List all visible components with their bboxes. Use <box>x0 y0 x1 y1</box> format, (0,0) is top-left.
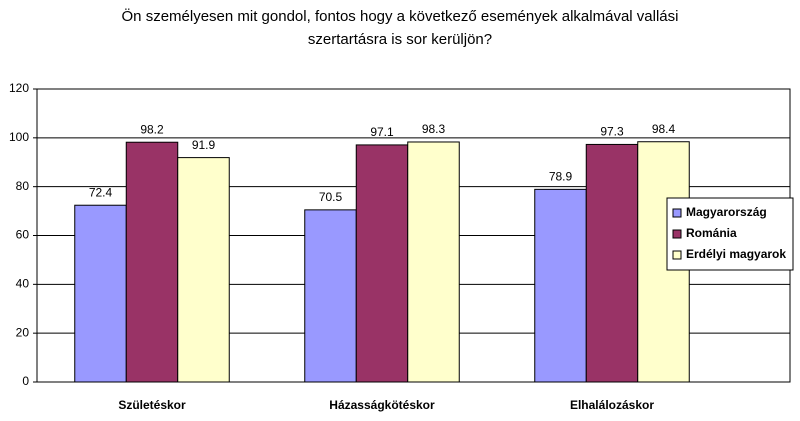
bar <box>585 143 639 383</box>
legend <box>666 197 794 271</box>
y-tick-label: 40 <box>16 277 30 291</box>
bar <box>407 141 460 383</box>
bar <box>534 188 587 383</box>
chart-title: szertartásra is sor kerüljön? <box>308 31 492 48</box>
value-label: 78.9 <box>549 170 573 184</box>
value-label: 72.4 <box>89 185 113 199</box>
value-label: 98.2 <box>140 122 164 136</box>
value-label: 97.3 <box>600 125 624 139</box>
value-label: 98.4 <box>652 122 676 136</box>
x-tick-label: Házasságkötéskor <box>329 398 435 412</box>
legend-label: Erdélyi magyarok <box>686 247 786 261</box>
legend-label: Románia <box>686 226 737 240</box>
bar <box>304 209 357 383</box>
legend-swatch <box>672 250 682 260</box>
y-tick-label: 0 <box>22 374 29 388</box>
y-tick-label: 100 <box>9 130 29 144</box>
bar <box>125 141 179 383</box>
chart-title: Ön személyesen mit gondol, fontos hogy a… <box>122 7 679 25</box>
value-label: 91.9 <box>192 138 216 152</box>
y-tick-label: 120 <box>9 81 29 95</box>
legend-label: Magyarország <box>686 205 767 219</box>
legend-swatch <box>672 208 682 218</box>
y-tick-label: 20 <box>16 325 30 339</box>
value-label: 97.1 <box>370 125 394 139</box>
bar <box>355 144 409 383</box>
y-tick-label: 80 <box>16 179 30 193</box>
value-label: 98.3 <box>422 122 446 136</box>
y-tick-label: 60 <box>16 228 30 242</box>
value-label: 70.5 <box>319 190 343 204</box>
bar <box>177 157 230 383</box>
bar <box>74 204 127 383</box>
x-tick-label: Elhalálozáskor <box>570 398 654 412</box>
legend-swatch <box>672 229 682 239</box>
x-tick-label: Születéskor <box>118 398 186 412</box>
